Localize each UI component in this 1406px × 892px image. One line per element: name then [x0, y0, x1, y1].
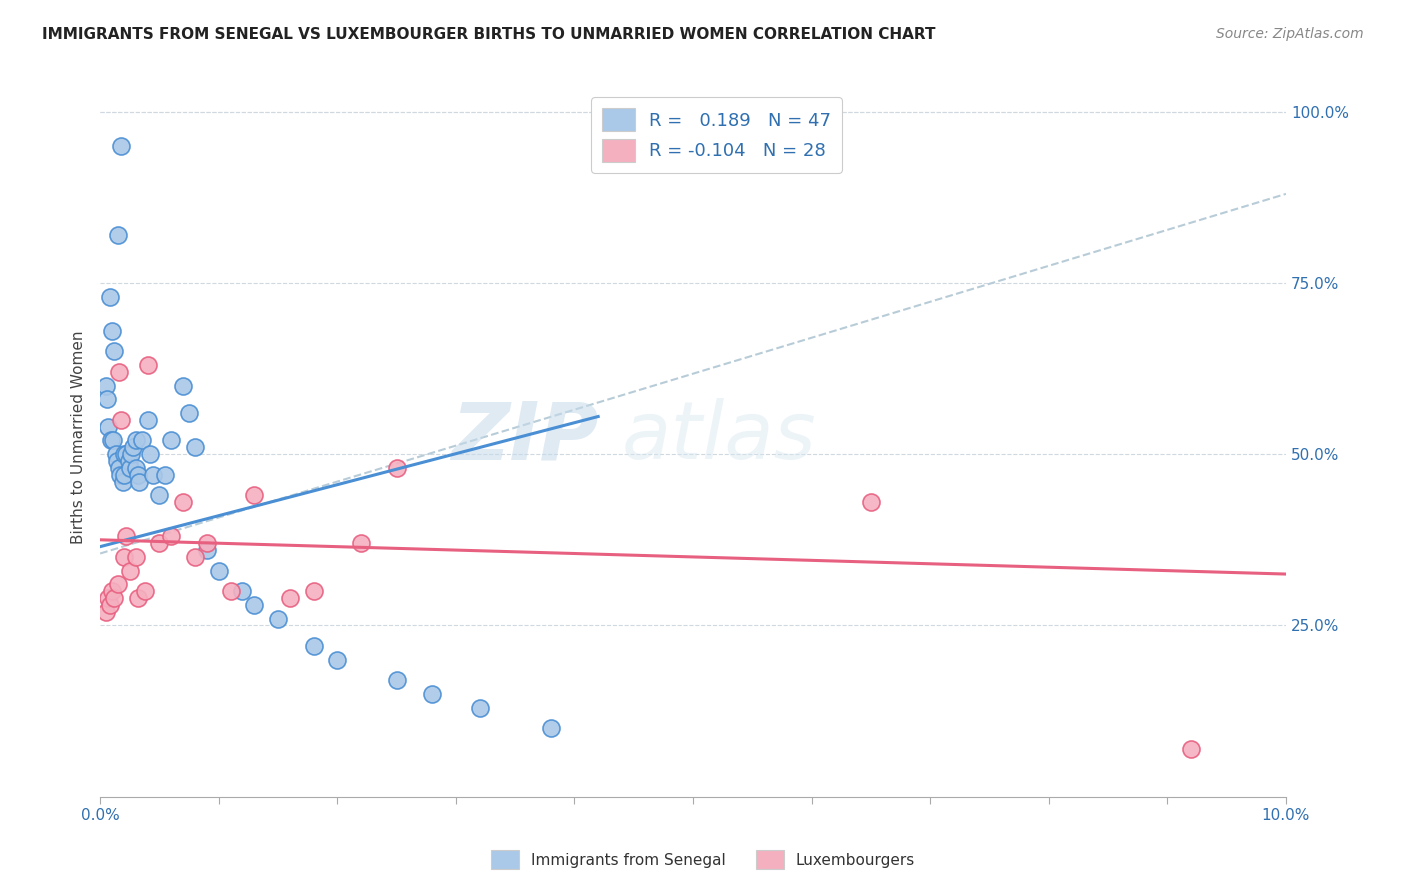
Point: [172, 378, 194, 392]
Point: [125, 461, 148, 475]
Point: [122, 440, 145, 454]
Point: [115, 447, 138, 461]
Text: Source: ZipAtlas.com: Source: ZipAtlas.com: [1216, 27, 1364, 41]
Point: [128, 475, 150, 489]
Text: atlas: atlas: [621, 398, 817, 476]
Point: [97, 591, 120, 605]
Point: [139, 447, 162, 461]
Point: [350, 536, 373, 550]
Point: [177, 406, 200, 420]
Point: [160, 529, 183, 543]
Point: [108, 365, 131, 379]
Point: [103, 344, 125, 359]
Point: [136, 358, 159, 372]
Point: [243, 598, 266, 612]
Point: [148, 488, 170, 502]
Point: [160, 434, 183, 448]
Point: [195, 543, 218, 558]
Point: [184, 440, 207, 454]
Point: [94, 378, 117, 392]
Point: [101, 584, 124, 599]
Point: [127, 591, 149, 605]
Y-axis label: Births to Unmarried Women: Births to Unmarried Women: [72, 330, 86, 544]
Point: [108, 461, 131, 475]
Point: [231, 584, 253, 599]
Point: [107, 227, 129, 242]
Point: [98, 598, 121, 612]
Point: [117, 454, 139, 468]
Point: [420, 687, 443, 701]
Legend: R =   0.189   N = 47, R = -0.104   N = 28: R = 0.189 N = 47, R = -0.104 N = 28: [592, 97, 842, 172]
Point: [136, 413, 159, 427]
Point: [120, 447, 142, 461]
Point: [1180, 741, 1202, 756]
Point: [115, 529, 138, 543]
Point: [540, 721, 562, 735]
Point: [148, 536, 170, 550]
Point: [385, 461, 408, 475]
Point: [112, 467, 135, 482]
Point: [111, 475, 134, 489]
Point: [326, 653, 349, 667]
Point: [110, 413, 132, 427]
Point: [267, 611, 290, 625]
Point: [278, 591, 301, 605]
Point: [118, 564, 141, 578]
Point: [100, 434, 122, 448]
Point: [302, 584, 325, 599]
Point: [468, 700, 491, 714]
Point: [110, 139, 132, 153]
Point: [98, 290, 121, 304]
Point: [142, 467, 165, 482]
Point: [385, 673, 408, 688]
Point: [243, 488, 266, 502]
Point: [94, 605, 117, 619]
Point: [96, 392, 118, 407]
Point: [195, 536, 218, 550]
Point: [208, 564, 231, 578]
Point: [107, 577, 129, 591]
Legend: Immigrants from Senegal, Luxembourgers: Immigrants from Senegal, Luxembourgers: [485, 844, 921, 875]
Point: [104, 447, 127, 461]
Point: [112, 447, 135, 461]
Point: [134, 584, 156, 599]
Point: [859, 495, 882, 509]
Point: [103, 591, 125, 605]
Point: [125, 549, 148, 564]
Point: [125, 434, 148, 448]
Point: [101, 434, 124, 448]
Point: [118, 461, 141, 475]
Point: [97, 419, 120, 434]
Point: [302, 639, 325, 653]
Point: [112, 549, 135, 564]
Point: [172, 495, 194, 509]
Point: [184, 549, 207, 564]
Point: [101, 324, 124, 338]
Point: [155, 467, 177, 482]
Point: [105, 454, 128, 468]
Point: [131, 434, 153, 448]
Text: ZIP: ZIP: [451, 398, 598, 476]
Point: [110, 467, 132, 482]
Point: [219, 584, 242, 599]
Text: IMMIGRANTS FROM SENEGAL VS LUXEMBOURGER BIRTHS TO UNMARRIED WOMEN CORRELATION CH: IMMIGRANTS FROM SENEGAL VS LUXEMBOURGER …: [42, 27, 935, 42]
Point: [127, 467, 149, 482]
